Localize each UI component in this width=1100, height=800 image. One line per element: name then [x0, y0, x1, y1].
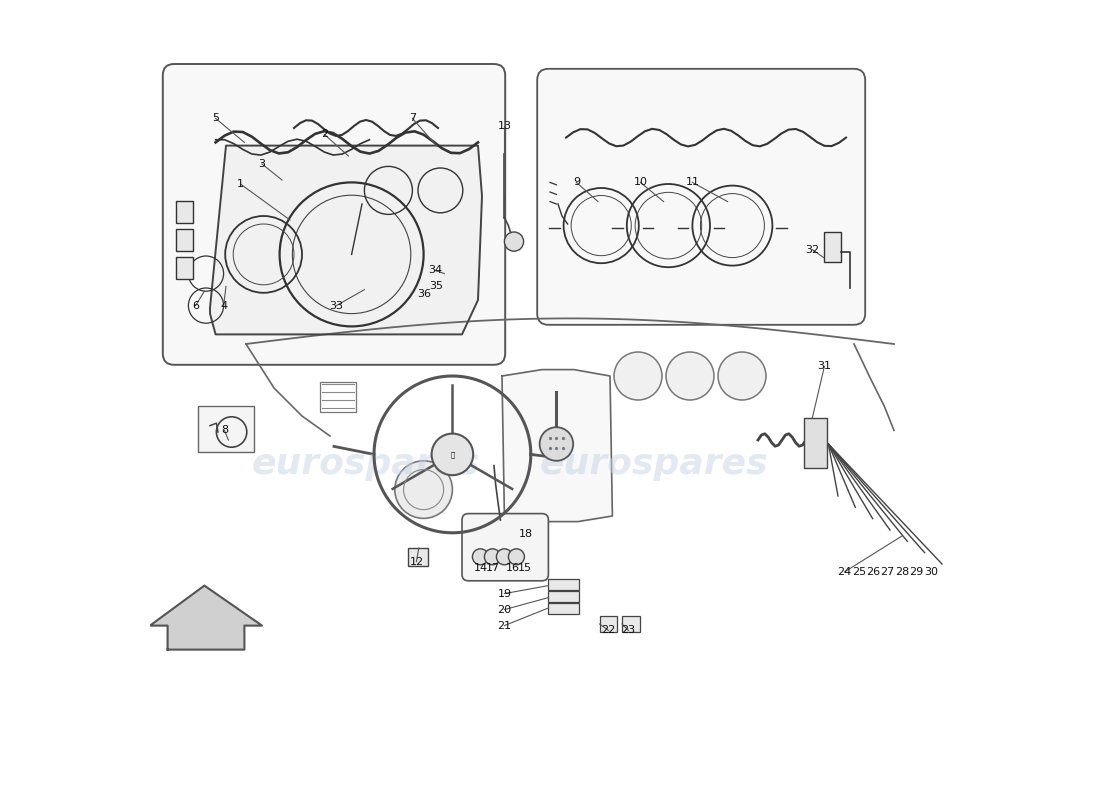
- Text: 11: 11: [685, 178, 700, 187]
- Text: 21: 21: [497, 621, 512, 630]
- Text: 12: 12: [409, 557, 424, 566]
- Bar: [600, 616, 617, 632]
- Text: 9: 9: [573, 178, 580, 187]
- FancyBboxPatch shape: [462, 514, 549, 581]
- Text: 32: 32: [805, 245, 820, 254]
- Text: 36: 36: [417, 290, 431, 299]
- Text: 2: 2: [321, 130, 328, 139]
- Circle shape: [484, 549, 500, 565]
- Circle shape: [614, 352, 662, 400]
- Polygon shape: [210, 146, 482, 334]
- Text: 7: 7: [409, 114, 416, 123]
- FancyBboxPatch shape: [537, 69, 866, 325]
- Text: 10: 10: [634, 178, 648, 187]
- Circle shape: [496, 549, 513, 565]
- Circle shape: [508, 549, 525, 565]
- Text: 35: 35: [429, 282, 443, 291]
- Bar: [408, 548, 428, 566]
- Polygon shape: [502, 370, 613, 522]
- Bar: [621, 616, 639, 632]
- Text: 17: 17: [485, 563, 499, 573]
- Bar: [804, 418, 827, 468]
- Text: 23: 23: [621, 626, 636, 635]
- Text: eurospares: eurospares: [252, 447, 481, 481]
- FancyBboxPatch shape: [163, 64, 505, 365]
- Text: 15: 15: [517, 563, 531, 573]
- Text: 8: 8: [221, 426, 228, 435]
- Text: 19: 19: [497, 589, 512, 598]
- Text: eurospares: eurospares: [540, 447, 768, 481]
- Bar: [176, 229, 194, 251]
- Text: 27: 27: [880, 567, 894, 577]
- Circle shape: [666, 352, 714, 400]
- Text: 4: 4: [220, 301, 228, 310]
- Text: 24: 24: [837, 567, 851, 577]
- Text: 28: 28: [895, 567, 909, 577]
- Circle shape: [395, 461, 452, 518]
- Text: 13: 13: [497, 122, 512, 131]
- Text: 31: 31: [817, 362, 832, 371]
- Text: 16: 16: [505, 563, 519, 573]
- Text: 20: 20: [497, 605, 512, 614]
- Circle shape: [718, 352, 766, 400]
- Text: 14: 14: [473, 563, 487, 573]
- Bar: [198, 406, 254, 452]
- Text: 6: 6: [192, 301, 199, 310]
- Circle shape: [431, 434, 473, 475]
- Circle shape: [505, 232, 524, 251]
- Circle shape: [540, 427, 573, 461]
- Circle shape: [472, 549, 488, 565]
- Text: 25: 25: [851, 567, 866, 577]
- Text: 🐎: 🐎: [450, 451, 454, 458]
- Text: 29: 29: [910, 567, 924, 577]
- Text: 33: 33: [329, 301, 343, 310]
- Text: 5: 5: [212, 114, 219, 123]
- Text: 1: 1: [236, 179, 244, 189]
- Bar: [549, 579, 579, 590]
- Text: 34: 34: [428, 266, 442, 275]
- Bar: [176, 257, 194, 279]
- Text: 3: 3: [258, 159, 265, 169]
- Text: 18: 18: [519, 530, 534, 539]
- Bar: [549, 591, 579, 602]
- Bar: [824, 232, 842, 262]
- Text: 26: 26: [866, 567, 880, 577]
- Bar: [549, 603, 579, 614]
- Text: 30: 30: [924, 567, 938, 577]
- Text: 22: 22: [602, 626, 616, 635]
- Bar: [176, 201, 194, 223]
- Polygon shape: [150, 586, 262, 650]
- Bar: [320, 382, 356, 412]
